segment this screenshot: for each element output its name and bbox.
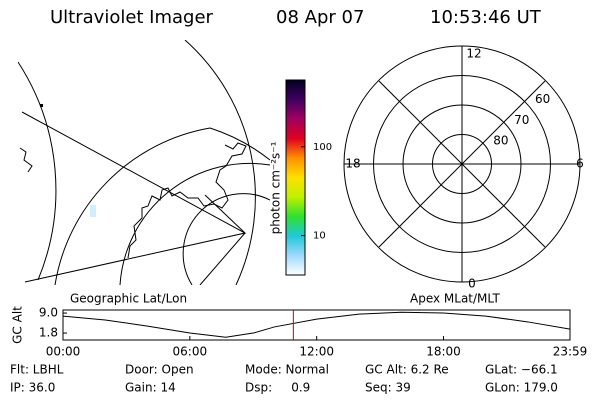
mlt-label: 18 — [345, 157, 360, 171]
x-tick-label: 06:00 — [173, 345, 208, 359]
x-tick-label: 18:00 — [426, 345, 461, 359]
status-field: Flt: LBHL — [10, 363, 64, 377]
tick-label: 10 — [313, 231, 326, 242]
aurora-patch — [90, 205, 96, 217]
meridians — [21, 111, 247, 285]
lat-circle — [373, 75, 551, 253]
status-field: Mode: Normal — [245, 363, 329, 377]
lat-circle — [343, 45, 581, 283]
lat-arc — [54, 127, 270, 285]
axis — [378, 80, 546, 248]
colorbar: 10 100 — [285, 79, 332, 276]
lat-arc — [18, 61, 57, 281]
lat-label: 80 — [493, 134, 508, 148]
status-field: GC Alt: 6.2 Re — [365, 363, 449, 377]
x-tick-label: 23:59 — [553, 345, 588, 359]
line — [62, 311, 571, 338]
colorbar-label: photon cm⁻²s⁻¹ — [269, 141, 283, 234]
lat-circle — [432, 134, 492, 194]
mlt-label: 6 — [576, 157, 584, 171]
date: 08 Apr 07 — [276, 7, 364, 28]
y-tick-label: 1.8 — [39, 326, 58, 340]
map-label: Geographic Lat/Lon — [70, 292, 187, 306]
colorbar-fill — [285, 79, 306, 276]
x-tick-label: 12:00 — [299, 345, 334, 359]
status-field: GLat: −66.1 — [485, 363, 558, 377]
y-axis-label: GC Alt — [11, 306, 25, 344]
lat-label: 60 — [535, 92, 550, 106]
dot — [40, 104, 43, 107]
status-field: IP: 36.0 — [10, 381, 55, 395]
polar-label: Apex MLat/MLT — [410, 292, 500, 306]
polar-plot: 60 70 80 — [343, 45, 581, 283]
status-field: Seq: 39 — [365, 381, 411, 395]
lat-arc — [119, 162, 270, 285]
lat-circle — [402, 104, 522, 224]
x-tick-label: 00:00 — [46, 345, 81, 359]
instrument-title: Ultraviolet Imager — [50, 7, 214, 28]
lat-label: 70 — [514, 113, 529, 127]
status-field: Door: Open — [125, 363, 194, 377]
tick-label: 100 — [313, 142, 332, 153]
status-field: Gain: 14 — [125, 381, 176, 395]
y-tick-label: 9.0 — [39, 306, 58, 320]
lat-arc — [184, 40, 256, 285]
footer: Flt: LBHL Door: Open Mode: Normal GC Alt: 6… — [10, 363, 558, 395]
status-field: GLon: 179.0 — [485, 381, 558, 395]
lat-arc — [182, 193, 270, 285]
coastline — [19, 142, 247, 259]
mlt-label: 12 — [466, 47, 481, 61]
status-field: Dsp: 0.9 — [245, 381, 310, 395]
time: 10:53:46 UT — [430, 7, 542, 28]
mlt-label: 0 — [468, 277, 476, 291]
geo-map — [18, 40, 270, 285]
